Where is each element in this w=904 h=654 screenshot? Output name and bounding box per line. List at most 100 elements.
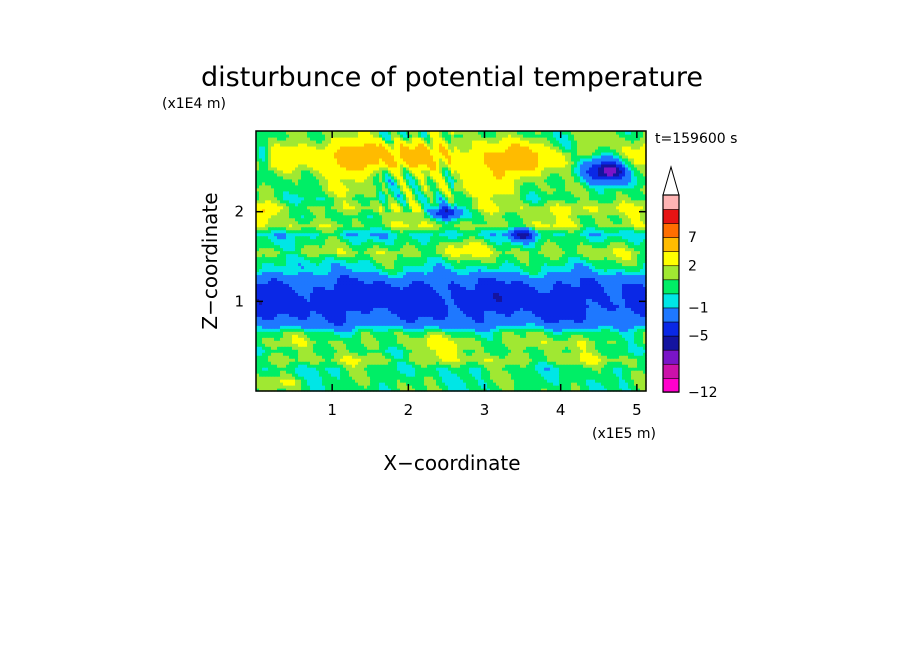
contour-cell bbox=[508, 385, 512, 389]
contour-cell bbox=[565, 319, 569, 323]
contour-cell bbox=[307, 337, 311, 341]
contour-cell bbox=[469, 331, 473, 335]
contour-cell bbox=[304, 307, 308, 311]
contour-cell bbox=[367, 382, 371, 386]
contour-cell bbox=[496, 307, 500, 311]
contour-cell bbox=[625, 346, 629, 350]
contour-cell bbox=[469, 277, 473, 282]
contour-cell bbox=[475, 367, 479, 371]
contour-cell bbox=[427, 376, 431, 380]
contour-cell bbox=[307, 340, 311, 344]
contour-cell bbox=[340, 385, 344, 389]
contour-cell bbox=[562, 316, 566, 320]
contour-cell bbox=[295, 385, 299, 389]
contour-cell bbox=[322, 292, 326, 296]
contour-cell bbox=[517, 286, 521, 290]
contour-cell bbox=[514, 376, 518, 380]
contour-cell bbox=[262, 340, 266, 344]
contour-cell bbox=[373, 385, 377, 389]
contour-cell bbox=[373, 358, 377, 362]
contour-cell bbox=[472, 292, 476, 296]
contour-cell bbox=[442, 388, 446, 392]
contour-cell bbox=[319, 367, 323, 371]
contour-cell bbox=[328, 325, 332, 329]
contour-cell bbox=[517, 310, 521, 314]
contour-cell bbox=[514, 382, 518, 386]
contour-cell bbox=[595, 352, 599, 356]
contour-cell bbox=[283, 358, 287, 362]
contour-cell bbox=[358, 316, 362, 320]
contour-cell bbox=[583, 376, 587, 380]
contour-cell bbox=[316, 346, 320, 350]
contour-cell bbox=[370, 346, 374, 350]
contour-cell bbox=[523, 277, 527, 282]
contour-cell bbox=[637, 388, 641, 392]
contour-cell bbox=[430, 370, 434, 374]
contour-cell bbox=[421, 298, 425, 302]
contour-cell bbox=[388, 352, 392, 356]
contour-cell bbox=[610, 319, 614, 323]
contour-cell bbox=[640, 379, 644, 383]
contour-cell bbox=[301, 364, 305, 368]
contour-cell bbox=[601, 316, 605, 320]
contour-cell bbox=[370, 337, 374, 341]
contour-cell bbox=[295, 292, 299, 296]
contour-cell bbox=[274, 328, 278, 332]
contour-cell bbox=[496, 295, 500, 299]
contour-cell bbox=[361, 364, 365, 368]
contour-cell bbox=[370, 310, 374, 314]
contour-cell bbox=[430, 358, 434, 362]
contour-cell bbox=[499, 301, 503, 305]
contour-cell bbox=[415, 289, 419, 293]
contour-cell bbox=[322, 385, 326, 389]
contour-cell bbox=[616, 298, 620, 302]
contour-cell bbox=[436, 325, 440, 329]
contour-cell bbox=[556, 277, 560, 282]
contour-cell bbox=[637, 325, 641, 329]
contour-cell bbox=[565, 325, 569, 329]
contour-cell bbox=[277, 322, 281, 326]
contour-cell bbox=[361, 331, 365, 335]
contour-cell bbox=[535, 352, 539, 356]
contour-cell bbox=[403, 298, 407, 302]
contour-cell bbox=[373, 310, 377, 314]
contour-cell bbox=[553, 289, 557, 293]
contour-cell bbox=[385, 379, 389, 383]
contour-cell bbox=[295, 382, 299, 386]
contour-cell bbox=[271, 316, 275, 320]
contour-cell bbox=[310, 352, 314, 356]
contour-cell bbox=[415, 334, 419, 338]
contour-cell bbox=[472, 280, 476, 285]
contour-cell bbox=[388, 358, 392, 362]
contour-cell bbox=[628, 388, 632, 392]
contour-cell bbox=[397, 301, 401, 305]
contour-cell bbox=[403, 280, 407, 285]
contour-cell bbox=[538, 331, 542, 335]
contour-cell bbox=[424, 277, 428, 282]
contour-cell bbox=[550, 289, 554, 293]
contour-cell bbox=[490, 298, 494, 302]
contour-cell bbox=[376, 358, 380, 362]
contour-cell bbox=[568, 319, 572, 323]
contour-cell bbox=[547, 361, 551, 365]
contour-cell bbox=[574, 379, 578, 383]
contour-cell bbox=[625, 304, 629, 308]
contour-cell bbox=[358, 373, 362, 377]
contour-cell bbox=[292, 343, 296, 347]
contour-cell bbox=[616, 322, 620, 326]
contour-cell bbox=[463, 340, 467, 344]
contour-cell bbox=[325, 343, 329, 347]
contour-cell bbox=[265, 298, 269, 302]
contour-cell bbox=[262, 286, 266, 290]
contour-cell bbox=[466, 385, 470, 389]
contour-cell bbox=[268, 307, 272, 311]
contour-cell bbox=[490, 379, 494, 383]
contour-cell bbox=[514, 358, 518, 362]
contour-cell bbox=[424, 346, 428, 350]
contour-cell bbox=[439, 334, 443, 338]
contour-cell bbox=[355, 379, 359, 383]
contour-cell bbox=[427, 373, 431, 377]
contour-cell bbox=[370, 352, 374, 356]
contour-cell bbox=[319, 385, 323, 389]
contour-cell bbox=[271, 307, 275, 311]
